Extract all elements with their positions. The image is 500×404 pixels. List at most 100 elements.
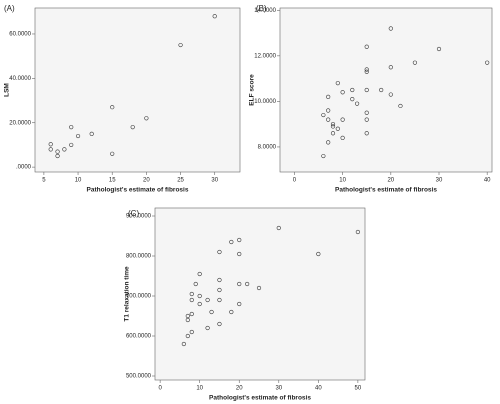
point — [330, 131, 336, 136]
point — [326, 140, 331, 145]
point — [55, 153, 60, 159]
x-tick-label: 10 — [196, 386, 203, 392]
y-axis-label: LSM — [4, 83, 11, 97]
x-tick-label: 30 — [275, 386, 282, 392]
y-tick-label: 20.0000 — [9, 120, 31, 126]
point — [209, 309, 214, 315]
point — [178, 42, 183, 48]
panel-label: (C) — [128, 209, 139, 218]
x-tick-label: 0 — [158, 386, 162, 392]
point — [350, 97, 355, 102]
point — [321, 112, 326, 118]
point — [330, 124, 336, 129]
point — [350, 87, 355, 93]
point — [197, 293, 202, 299]
point — [189, 297, 194, 303]
point — [217, 321, 222, 327]
x-tick-label: 30 — [436, 178, 443, 184]
point — [335, 81, 340, 86]
x-tick-label: 20 — [387, 178, 394, 184]
point — [326, 94, 331, 99]
point — [326, 108, 331, 113]
x-tick-label: 20 — [236, 386, 243, 392]
point — [75, 133, 81, 139]
point — [245, 281, 250, 287]
point — [398, 103, 403, 109]
y-tick-label: 900.0000 — [126, 214, 152, 220]
y-tick-label: 40.0000 — [9, 76, 31, 82]
x-tick-label: 50 — [355, 386, 362, 392]
point — [48, 142, 53, 147]
point — [185, 333, 190, 339]
y-axis-label: ELF score — [249, 74, 256, 106]
point — [205, 325, 210, 331]
point — [217, 277, 222, 283]
point — [48, 147, 53, 152]
point — [217, 249, 222, 255]
point — [330, 122, 336, 127]
point — [217, 287, 222, 293]
point — [485, 60, 490, 65]
point — [355, 229, 360, 235]
point — [237, 251, 242, 257]
point — [364, 131, 369, 136]
x-axis-label: Pathologist's estimate of fibrosis — [335, 187, 437, 194]
point — [354, 101, 360, 106]
point — [69, 142, 74, 148]
point — [197, 301, 202, 307]
point — [326, 117, 331, 122]
y-axis-label: T1 relaxation time — [124, 266, 131, 322]
point — [237, 237, 242, 243]
panel-label: (B) — [256, 4, 267, 13]
point — [197, 271, 202, 277]
point — [185, 317, 190, 323]
x-tick-label: 0 — [293, 178, 297, 184]
point — [364, 67, 369, 72]
x-tick-label: 5 — [42, 178, 46, 184]
point — [189, 329, 194, 335]
point — [340, 117, 345, 122]
point — [205, 297, 210, 303]
y-tick-label: 8.0000 — [258, 145, 277, 151]
point — [189, 291, 194, 297]
y-tick-label: 10.0000 — [254, 99, 276, 105]
panel-label: (A) — [4, 4, 15, 13]
x-tick-label: 25 — [177, 178, 184, 184]
plot-area — [34, 7, 241, 173]
point — [388, 26, 393, 31]
point — [229, 309, 234, 315]
point — [144, 116, 149, 121]
point — [364, 87, 369, 93]
y-tick-label: 600.0000 — [126, 334, 152, 340]
point — [335, 126, 340, 131]
y-tick-label: 500.0000 — [126, 374, 152, 380]
plot-area — [279, 7, 493, 173]
y-tick-label: 60.0000 — [9, 32, 31, 38]
point — [181, 341, 186, 347]
point — [276, 225, 281, 231]
point — [110, 151, 115, 156]
point — [189, 311, 194, 317]
point — [89, 131, 94, 136]
point — [237, 281, 242, 287]
x-axis-label: Pathologist's estimate of fibrosis — [209, 395, 311, 402]
x-tick-label: 30 — [211, 178, 218, 184]
point — [62, 147, 67, 152]
point — [364, 44, 369, 49]
point — [193, 281, 198, 287]
point — [364, 117, 369, 122]
y-tick-label: .0000 — [16, 165, 32, 171]
point — [217, 297, 222, 303]
y-tick-label: 12.0000 — [254, 53, 276, 59]
x-tick-label: 15 — [109, 178, 116, 184]
point — [69, 125, 74, 130]
point — [130, 125, 135, 130]
y-tick-label: 800.0000 — [126, 254, 152, 260]
point — [412, 60, 418, 65]
point — [340, 90, 345, 95]
plot-area — [154, 207, 366, 381]
x-tick-label: 40 — [484, 178, 491, 184]
x-tick-label: 10 — [339, 178, 346, 184]
point — [340, 135, 345, 140]
